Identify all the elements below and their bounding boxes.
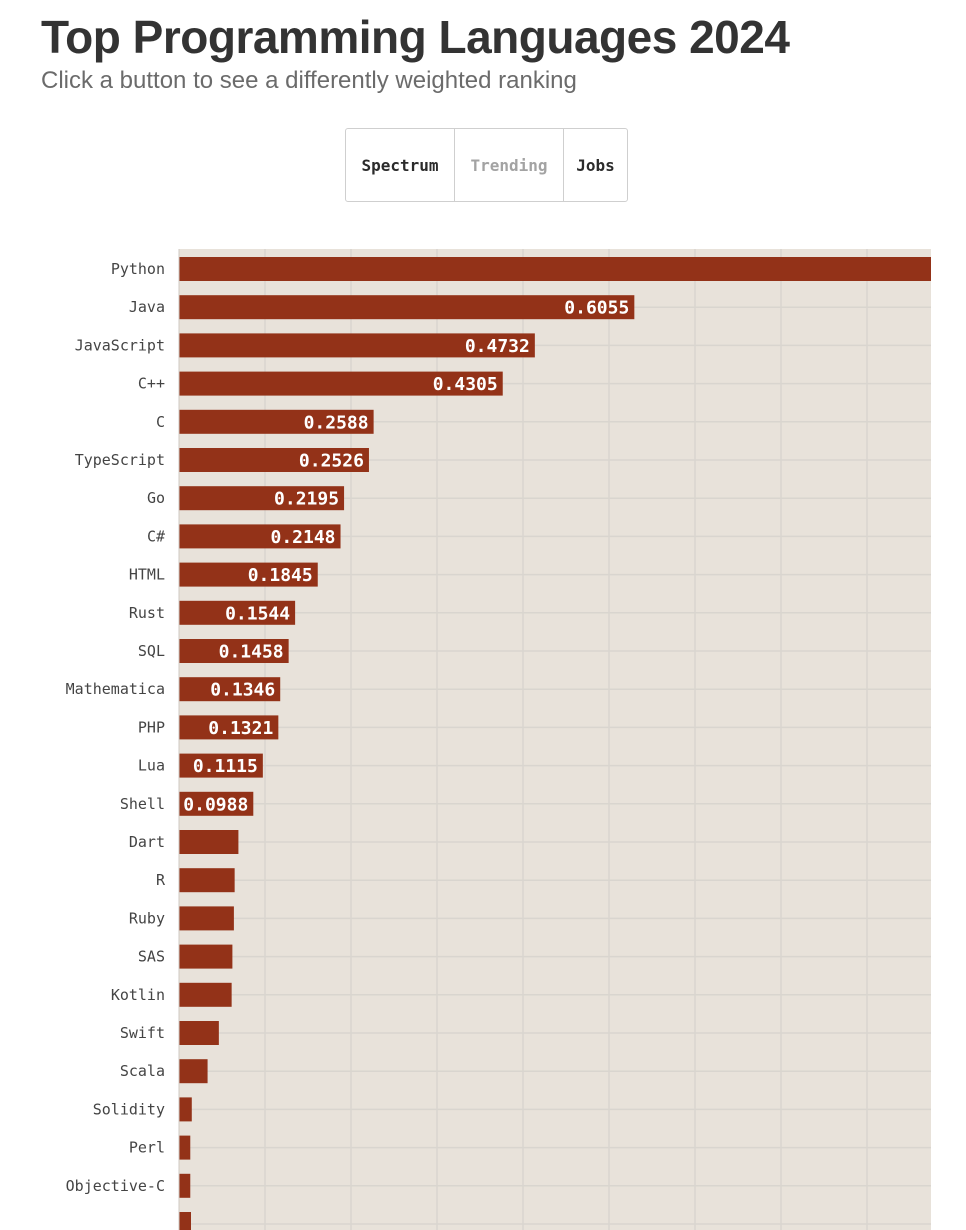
bar-swift[interactable] <box>179 1021 219 1045</box>
category-label: Scala <box>120 1062 165 1080</box>
bar-c[interactable] <box>179 409 374 434</box>
bar-c-[interactable] <box>179 371 503 396</box>
category-label: Kotlin <box>111 986 165 1004</box>
category-label: Mathematica <box>66 680 165 698</box>
category-label: TypeScript <box>75 451 165 469</box>
bar-shell[interactable] <box>179 791 254 816</box>
bar-html[interactable] <box>179 562 318 587</box>
value-label: 0.0988 <box>183 794 248 815</box>
category-label: C++ <box>138 375 165 393</box>
category-label: HTML <box>129 566 165 584</box>
bar-lua[interactable] <box>179 753 263 778</box>
bar-sql[interactable] <box>179 639 289 663</box>
category-label: C# <box>147 527 165 545</box>
bar-perl[interactable] <box>179 1135 191 1160</box>
plot-background <box>179 249 931 1230</box>
bar-typescript[interactable] <box>179 448 369 472</box>
category-label: Java <box>129 298 165 316</box>
category-label: Objective-C <box>66 1177 165 1195</box>
page-subtitle: Click a button to see a differently weig… <box>41 67 577 94</box>
category-label: Solidity <box>93 1100 165 1118</box>
category-label: Perl <box>129 1139 165 1157</box>
bar-objective-c[interactable] <box>179 1173 191 1198</box>
category-label: C <box>156 413 165 431</box>
jobs-button[interactable]: Jobs <box>563 129 627 201</box>
category-label: R <box>156 871 166 889</box>
trending-button[interactable]: Trending <box>454 129 563 201</box>
bar-javascript[interactable] <box>179 333 535 358</box>
value-label: 0.2526 <box>299 451 364 472</box>
category-label: JavaScript <box>75 336 165 354</box>
category-label: SAS <box>138 948 165 966</box>
category-label: Ruby <box>129 909 165 927</box>
category-label: Lua <box>138 757 165 775</box>
value-label: 0.6055 <box>564 298 629 319</box>
category-label: Dart <box>129 833 165 851</box>
value-label: 0.4305 <box>433 374 498 395</box>
category-label: Python <box>111 260 165 278</box>
spectrum-button[interactable]: Spectrum <box>361 155 439 175</box>
bar-go[interactable] <box>179 486 345 511</box>
value-label: 0.1458 <box>219 642 284 663</box>
bar-sas[interactable] <box>179 944 233 969</box>
value-label: 0.1115 <box>193 756 258 777</box>
bar-mathematica[interactable] <box>179 677 281 702</box>
category-label: Go <box>147 489 165 507</box>
category-label: Shell <box>120 795 165 813</box>
bar-c-[interactable] <box>179 524 341 549</box>
bar-rust[interactable] <box>179 600 296 625</box>
bar-kotlin[interactable] <box>179 982 232 1007</box>
value-label: 0.4732 <box>465 336 530 357</box>
bar-partial <box>179 1212 191 1230</box>
bar-python[interactable] <box>179 257 931 281</box>
ranking-button-group: Spectrum Trending Jobs <box>345 128 628 202</box>
value-label: 0.1346 <box>210 680 275 701</box>
bar-php[interactable] <box>179 715 279 740</box>
value-label: 0.2588 <box>304 412 369 433</box>
bar-dart[interactable] <box>179 830 239 854</box>
value-label: 0.2148 <box>270 527 335 548</box>
value-label: 0.1321 <box>208 718 273 739</box>
page-title: Top Programming Languages 2024 <box>41 11 790 63</box>
category-label: Swift <box>120 1024 165 1042</box>
bar-java[interactable] <box>179 295 635 320</box>
bar-ruby[interactable] <box>179 906 234 931</box>
value-label: 0.1544 <box>225 603 290 624</box>
bar-r[interactable] <box>179 868 235 893</box>
bar-solidity[interactable] <box>179 1097 192 1122</box>
category-label: Rust <box>129 604 165 622</box>
category-label: PHP <box>138 718 165 736</box>
value-label: 0.1845 <box>248 565 313 586</box>
value-label: 0.2195 <box>274 489 339 510</box>
bar-scala[interactable] <box>179 1059 208 1084</box>
category-label: SQL <box>138 642 165 660</box>
